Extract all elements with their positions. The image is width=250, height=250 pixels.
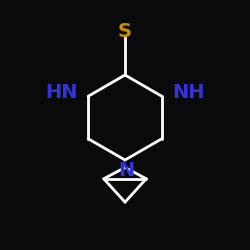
Text: S: S [118, 22, 132, 41]
Text: NH: NH [172, 83, 204, 102]
Text: HN: HN [46, 83, 78, 102]
Text: N: N [118, 161, 134, 180]
